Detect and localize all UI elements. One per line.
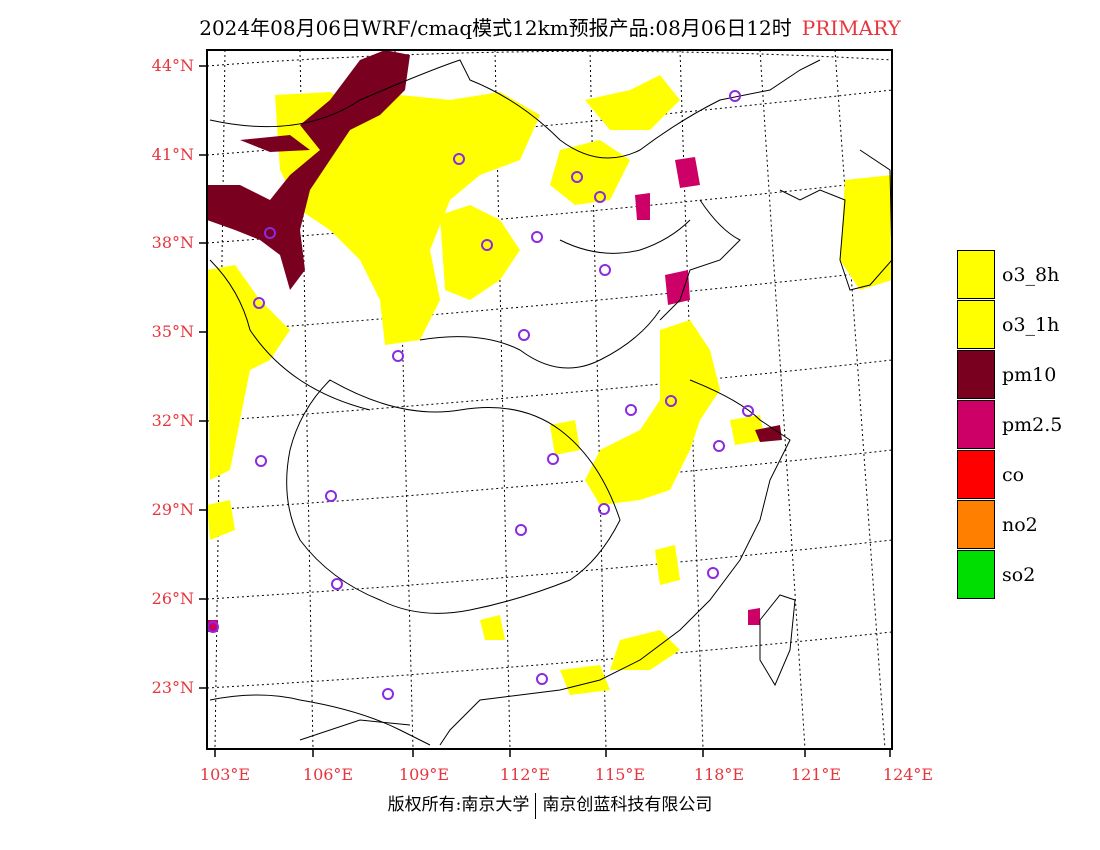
pm25-fields	[207, 157, 760, 632]
footer-separator	[535, 792, 537, 819]
footer-left: 版权所有:南京大学	[387, 795, 530, 815]
lon-label: 124°E	[882, 765, 934, 784]
boundaries	[209, 59, 893, 746]
legend-swatch-pm10	[957, 350, 995, 399]
lon-label: 106°E	[302, 765, 354, 784]
legend-label-pm10: pm10	[1002, 364, 1057, 386]
lon-label: 115°E	[594, 765, 646, 784]
legend-label-o3-8h: o3_8h	[1002, 264, 1060, 286]
lat-label: 35°N	[151, 322, 194, 341]
axis-ticks	[199, 65, 891, 757]
lat-label: 32°N	[151, 411, 194, 430]
legend-swatch-co	[957, 450, 995, 499]
pm10-fields	[207, 50, 782, 442]
lat-label: 44°N	[151, 56, 194, 75]
legend-label-pm25: pm2.5	[1002, 414, 1063, 436]
footer-right: 南京创蓝科技有限公司	[542, 795, 713, 815]
lat-label: 26°N	[151, 589, 194, 608]
lon-label: 109°E	[398, 765, 450, 784]
lon-label: 103°E	[199, 765, 251, 784]
legend-swatch-o3-1h	[957, 300, 995, 349]
legend-label-o3-1h: o3_1h	[1002, 314, 1060, 336]
legend-swatch-so2	[957, 550, 995, 599]
o3-fields	[207, 75, 892, 695]
primary-label: PRIMARY	[801, 16, 901, 40]
legend-swatch-no2	[957, 500, 995, 549]
lat-label: 38°N	[151, 233, 194, 252]
lat-label: 41°N	[151, 145, 194, 164]
station-markers	[207, 90, 754, 700]
lon-label: 112°E	[499, 765, 551, 784]
legend-swatch-pm25	[957, 400, 995, 449]
legend-label-no2: no2	[1002, 514, 1038, 536]
legend-label-co: co	[1002, 464, 1025, 486]
copyright-footer: 版权所有:南京大学 南京创蓝科技有限公司	[0, 790, 1100, 819]
lon-label: 121°E	[790, 765, 842, 784]
lat-label: 23°N	[151, 678, 194, 697]
legend-swatch-o3-8h	[957, 250, 995, 299]
map-title: 2024年08月06日WRF/cmaq模式12km预报产品:08月06日12时 P…	[0, 12, 1100, 41]
title-text: 2024年08月06日WRF/cmaq模式12km预报产品:08月06日12时	[199, 16, 792, 40]
legend-label-so2: so2	[1002, 564, 1036, 586]
lon-label: 118°E	[693, 765, 745, 784]
lat-label: 29°N	[151, 500, 194, 519]
